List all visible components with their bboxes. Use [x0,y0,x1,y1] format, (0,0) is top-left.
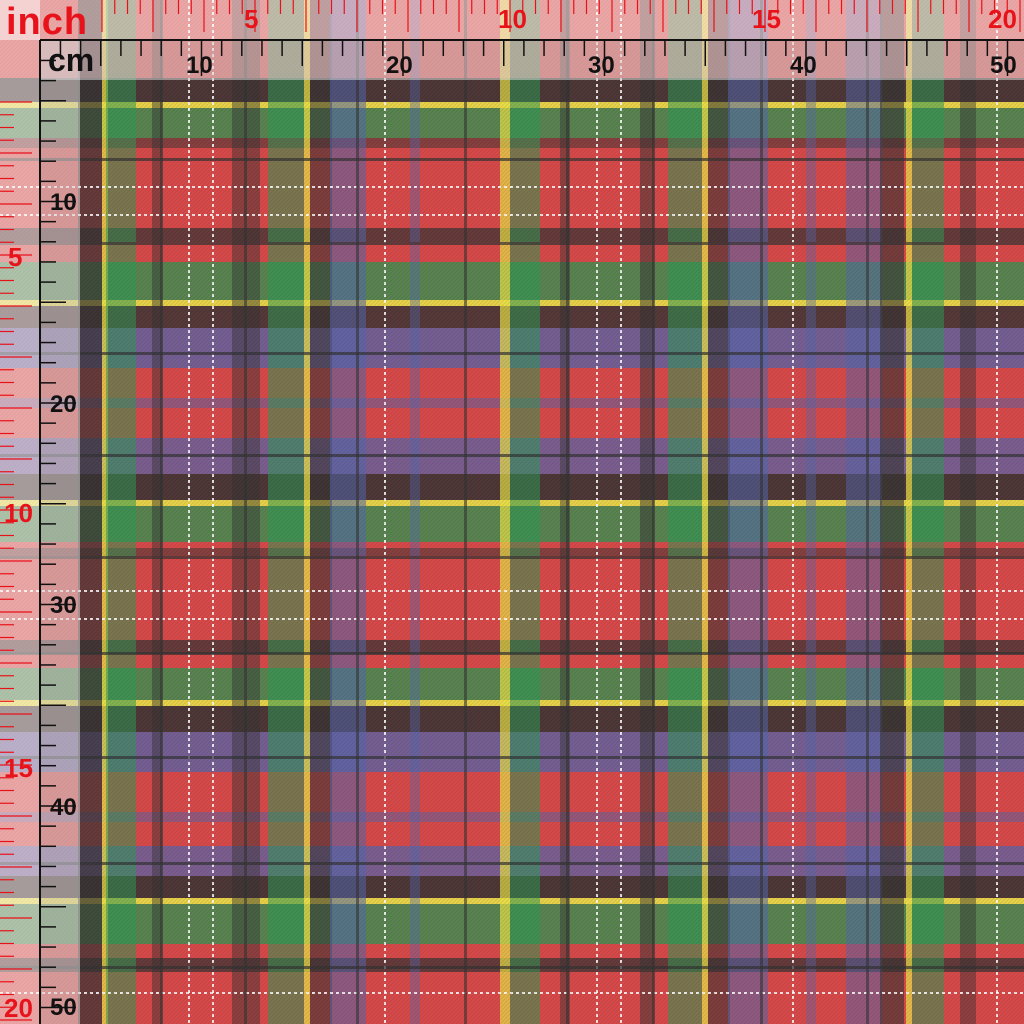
inch-ruler-strip-left [0,0,40,1024]
top-inch-label: 10 [498,4,527,34]
inch-ruler-strip-top [0,0,1024,40]
left-cm-label: 50 [50,994,77,1021]
top-cm-label: 40 [790,52,817,79]
cm-unit-label: cm [48,42,95,78]
cm-ruler-strip-left [40,40,80,1024]
left-inch-label: 15 [4,753,33,783]
top-inch-label: 20 [988,4,1017,34]
left-cm-label: 40 [50,794,77,821]
left-inch-label: 20 [4,993,33,1023]
top-inch-label: 15 [752,4,781,34]
top-cm-label: 50 [990,52,1017,79]
inch-unit-label: inch [6,1,89,43]
top-cm-label: 30 [588,52,615,79]
left-inch-label: 5 [8,242,23,272]
top-inch-label: 5 [244,4,259,34]
left-cm-label: 30 [50,592,77,619]
left-cm-label: 10 [50,189,77,216]
left-cm-label: 20 [50,391,77,418]
top-cm-label: 10 [186,52,213,79]
cm-ruler-strip-top [40,40,1024,80]
left-inch-label: 10 [4,498,33,528]
top-cm-label: 20 [386,52,413,79]
